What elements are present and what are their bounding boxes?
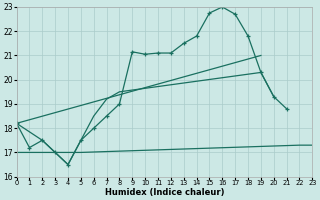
- X-axis label: Humidex (Indice chaleur): Humidex (Indice chaleur): [105, 188, 224, 197]
